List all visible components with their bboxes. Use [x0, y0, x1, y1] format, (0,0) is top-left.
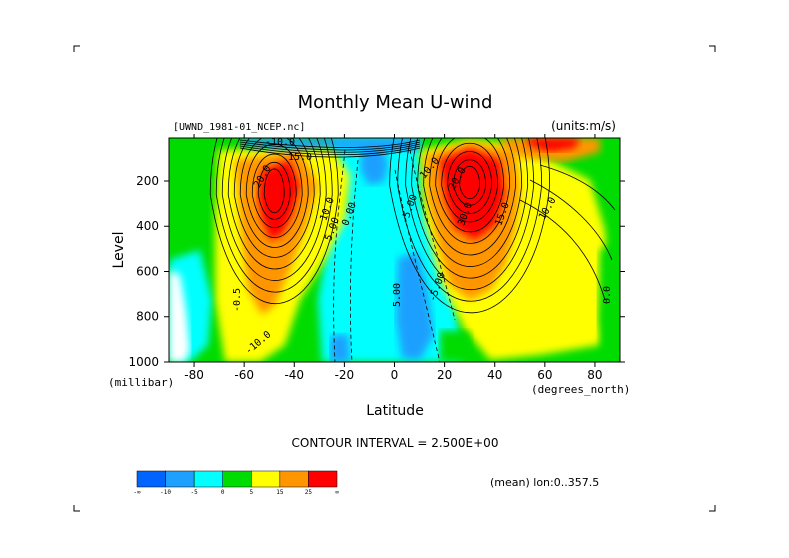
x-tick-label: 60 — [537, 368, 552, 382]
y-tick-label: 200 — [136, 174, 159, 188]
x-tick-label: 40 — [487, 368, 502, 382]
contour-line — [233, 138, 315, 258]
contour-line-negative — [333, 149, 346, 362]
contour-line — [411, 138, 529, 279]
crop-marks — [73, 45, 716, 512]
contour-line-negative — [349, 159, 359, 362]
y-axis: 200 400 600 800 1000 — [128, 174, 625, 369]
contour-line — [263, 168, 285, 214]
colorbar-label: ∞ — [335, 489, 339, 496]
contour-label: 0.0 — [602, 286, 613, 304]
contour-line — [239, 147, 421, 158]
contour-fills — [169, 138, 620, 362]
contour-line — [239, 138, 309, 248]
contour-line — [459, 166, 481, 200]
y-tick-label: 400 — [136, 219, 159, 233]
colorbar: -∞ -10 -5 0 5 15 25 ∞ — [133, 470, 339, 496]
contour-line — [397, 138, 543, 302]
units-label: (units:m/s) — [551, 119, 616, 133]
colorbar-label: -5 — [191, 489, 199, 496]
fill-region-3 — [258, 160, 300, 240]
contour-line — [239, 145, 421, 156]
colorbar-swatch — [193, 470, 223, 488]
y-units-label: (millibar) — [108, 376, 174, 389]
contour-line — [417, 138, 523, 267]
contour-line — [227, 138, 321, 270]
contour-label: -0.5 — [232, 288, 243, 312]
fill-region-5 — [169, 270, 190, 362]
colorbar-label: 0 — [221, 489, 225, 496]
contour-line — [453, 159, 487, 206]
dataset-label: [UWND_1981-01_NCEP.nc] — [173, 122, 305, 133]
y-tick-label: 800 — [136, 310, 159, 324]
plot-area: -10.015.020.010.05.000.00-0.5-10.0-5.001… — [169, 137, 620, 362]
colorbar-label: -∞ — [133, 489, 141, 496]
colorbar-swatch — [136, 470, 166, 488]
x-tick-label: -80 — [184, 368, 204, 382]
colorbar-swatch — [251, 470, 281, 488]
colorbar-swatch — [308, 470, 338, 488]
colorbar-swatch — [165, 470, 195, 488]
contour-line — [435, 138, 505, 233]
contour-line — [441, 143, 499, 223]
y-axis-title: Level — [111, 232, 127, 269]
contour-line — [529, 179, 613, 261]
y-tick-label: 600 — [136, 264, 159, 278]
x-tick-label: -40 — [284, 368, 304, 382]
contour-line — [221, 138, 327, 281]
fill-region-12 — [396, 252, 434, 360]
contour-line — [405, 138, 535, 290]
contour-line — [389, 138, 551, 313]
contour-line — [215, 138, 333, 293]
colorbar-label: 25 — [305, 489, 313, 496]
x-tick-label: 80 — [587, 368, 602, 382]
x-tick-label: 20 — [437, 368, 452, 382]
x-tick-label: 0 — [391, 368, 399, 382]
fill-region-16 — [598, 240, 620, 362]
contour-line — [257, 162, 291, 220]
contour-line — [239, 141, 421, 151]
contour-line — [239, 139, 421, 148]
colorbar-label: 15 — [276, 489, 284, 496]
mean-note: (mean) lon:0..357.5 — [490, 476, 599, 489]
y-tick-label: 1000 — [128, 355, 159, 369]
contour-line — [519, 199, 606, 301]
contour-label: -10.0 — [265, 137, 295, 148]
contour-label: 5.00 — [392, 283, 403, 307]
contour-interval-label: CONTOUR INTERVAL = 2.500E+00 — [292, 436, 499, 450]
x-units-label: (degrees_north) — [531, 383, 630, 396]
contour-line — [447, 151, 493, 214]
fill-region-13 — [330, 334, 350, 362]
contour-line — [251, 153, 297, 228]
colorbar-swatch — [222, 470, 252, 488]
chart-title: Monthly Mean U-wind — [298, 92, 493, 113]
contour-line-negative — [394, 169, 441, 362]
colorbar-swatch — [279, 470, 309, 488]
contour-label: 15.0 — [288, 152, 312, 163]
colorbar-label: -10 — [160, 489, 171, 496]
contour-line — [539, 164, 616, 211]
x-axis-title: Latitude — [366, 403, 424, 419]
contour-line — [429, 138, 511, 244]
x-axis: -80 -60 -40 -20 0 20 40 60 80 — [184, 134, 603, 382]
x-tick-label: -60 — [234, 368, 254, 382]
contour-lines — [209, 138, 616, 362]
contour-line — [209, 138, 339, 304]
colorbar-label: 5 — [249, 489, 253, 496]
contour-line — [239, 143, 421, 153]
fill-region-15 — [440, 330, 472, 362]
contour-line — [245, 143, 303, 238]
x-tick-label: -20 — [335, 368, 355, 382]
contour-line — [423, 138, 517, 256]
